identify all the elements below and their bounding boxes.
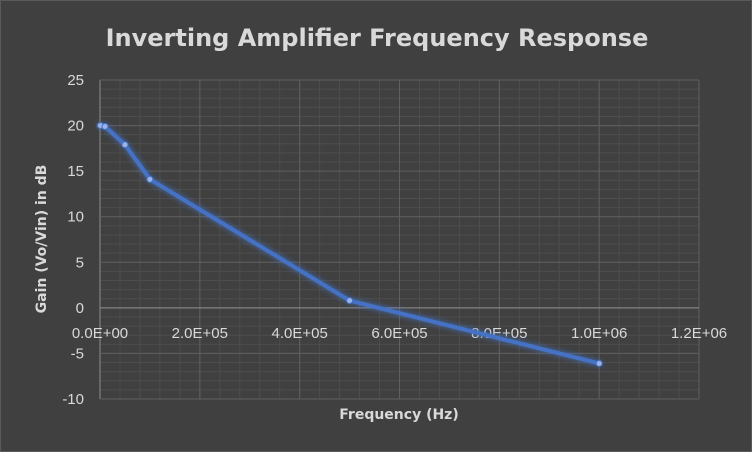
data-point — [146, 175, 154, 183]
y-tick-label: -5 — [71, 345, 84, 362]
y-axis-label: Gain (Vo/Vin) in dB — [34, 165, 50, 314]
data-point — [101, 122, 109, 130]
data-point — [121, 141, 129, 149]
data-point — [346, 297, 354, 305]
y-tick-label: -10 — [62, 391, 84, 408]
y-tick-label: 5 — [76, 254, 84, 271]
x-axis-label: Frequency (Hz) — [339, 407, 458, 423]
series-layer — [96, 122, 603, 367]
data-point — [595, 359, 603, 367]
x-tick-label: 1.0E+06 — [571, 325, 627, 342]
y-tick-label: 25 — [67, 72, 84, 89]
y-tick-label: 20 — [67, 118, 84, 135]
y-tick-label: 10 — [67, 209, 84, 226]
chart-title: Inverting Amplifier Frequency Response — [106, 24, 649, 52]
y-tick-labels: 25 20 15 10 5 0 -5 -10 — [62, 72, 84, 408]
major-grid — [99, 79, 700, 400]
x-tick-label: 2.0E+05 — [172, 325, 228, 342]
x-tick-labels: 0.0E+00 2.0E+05 4.0E+05 6.0E+05 8.0E+05 1.0E+… — [72, 325, 727, 342]
x-tick-label: 4.0E+05 — [272, 325, 328, 342]
y-tick-label: 0 — [76, 300, 84, 317]
x-tick-label: 0.0E+00 — [72, 325, 128, 342]
x-tick-label: 8.0E+05 — [471, 325, 527, 342]
x-tick-label: 6.0E+05 — [371, 325, 427, 342]
x-tick-label: 1.2E+06 — [671, 325, 727, 342]
y-tick-label: 15 — [67, 163, 84, 180]
